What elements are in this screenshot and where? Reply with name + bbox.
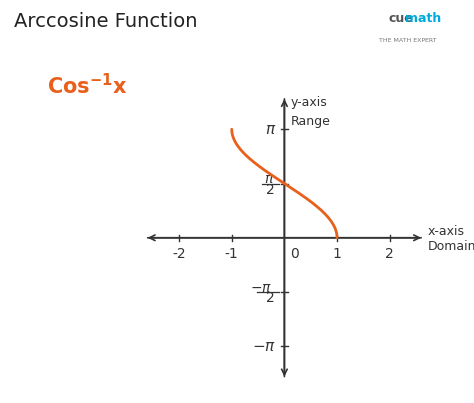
Text: $\pi$: $\pi$ <box>265 122 276 137</box>
Text: -2: -2 <box>172 247 186 262</box>
Text: 2: 2 <box>266 291 275 305</box>
Text: THE MATH EXPERT: THE MATH EXPERT <box>379 38 437 43</box>
Text: 2: 2 <box>266 183 275 197</box>
Text: math: math <box>405 12 441 25</box>
Text: $-\pi$: $-\pi$ <box>250 281 272 295</box>
Text: -1: -1 <box>225 247 238 262</box>
Text: Range: Range <box>291 115 330 128</box>
Text: y-axis: y-axis <box>291 96 328 109</box>
Text: $\mathbf{Cos^{-1}x}$: $\mathbf{Cos^{-1}x}$ <box>47 73 128 98</box>
Text: $\pi$: $\pi$ <box>264 172 275 186</box>
Text: 0: 0 <box>290 247 299 262</box>
Text: cue: cue <box>389 12 413 25</box>
Text: x-axis: x-axis <box>428 225 465 238</box>
Text: Domain: Domain <box>428 240 474 253</box>
Text: 1: 1 <box>333 247 341 262</box>
Text: 2: 2 <box>385 247 394 262</box>
Text: Arccosine Function: Arccosine Function <box>14 12 198 31</box>
Text: $- \pi$: $- \pi$ <box>252 339 276 354</box>
